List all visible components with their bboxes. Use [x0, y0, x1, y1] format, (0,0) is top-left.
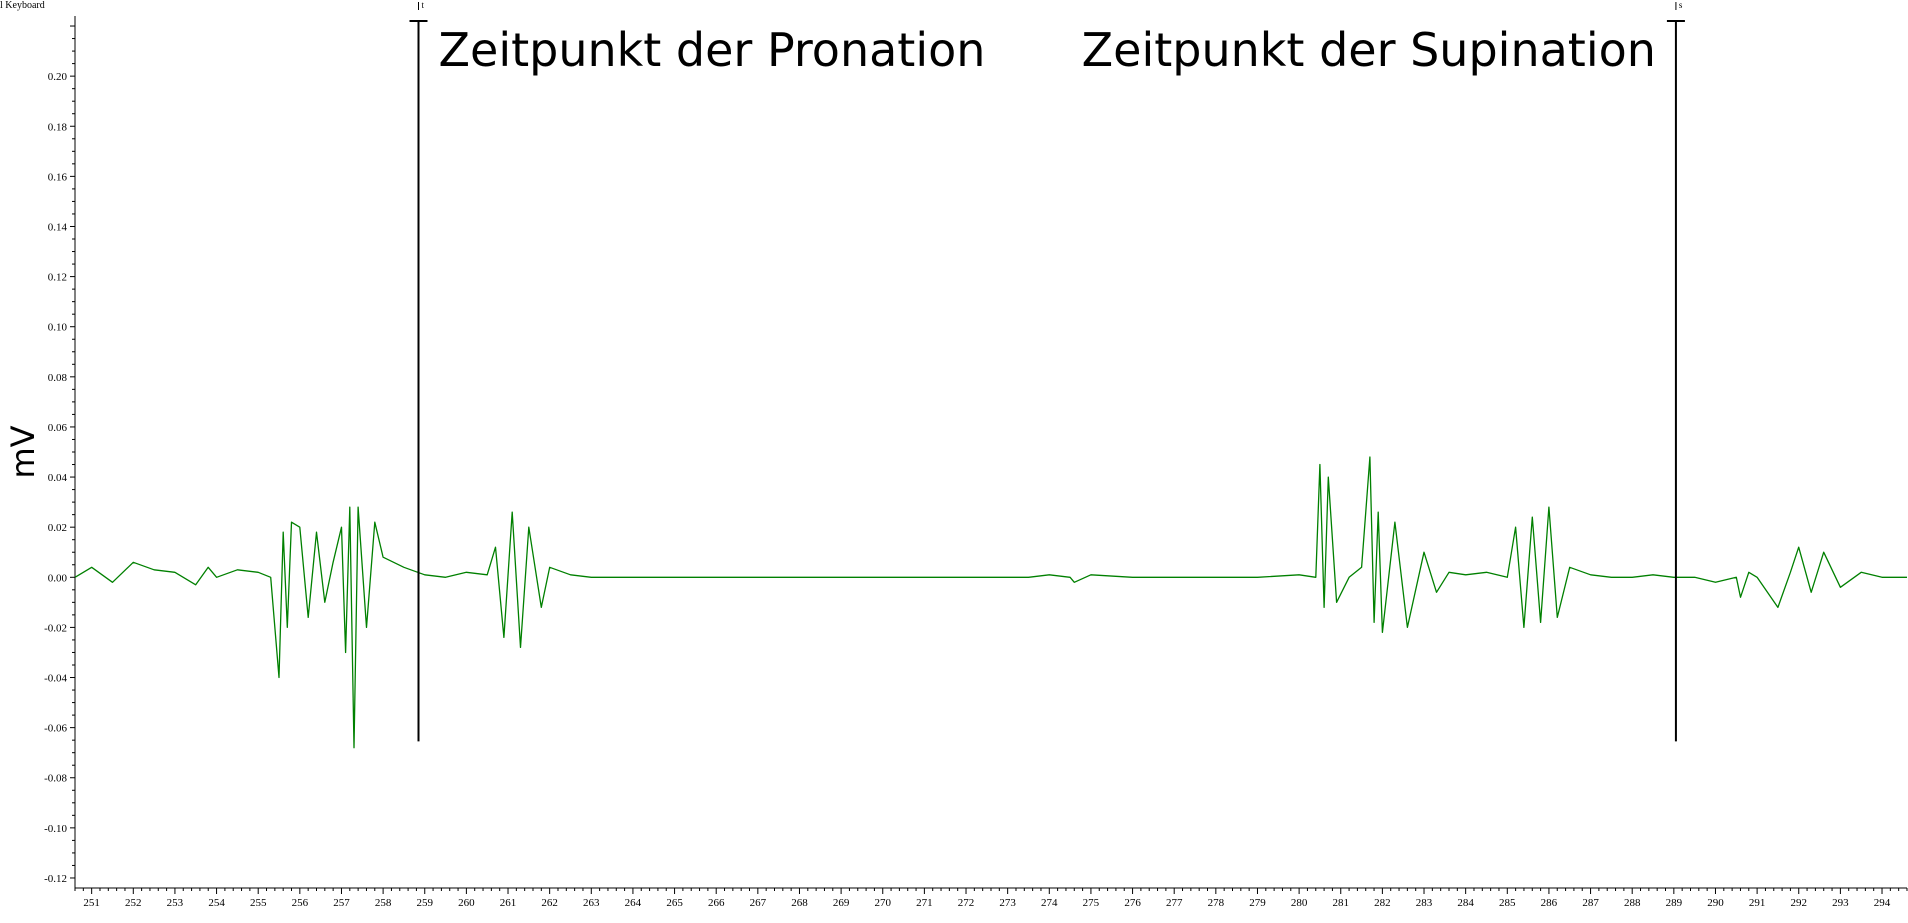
x-tick-label: 273 [999, 897, 1016, 909]
x-tick-label: 268 [791, 897, 808, 909]
x-tick-label: 284 [1457, 897, 1474, 909]
event-annotation: Zeitpunkt der Supination [1082, 23, 1656, 77]
y-tick-label: 0.02 [48, 522, 67, 534]
x-tick-label: 286 [1541, 897, 1558, 909]
x-tick-label: 293 [1832, 897, 1849, 909]
x-tick-label: 265 [666, 897, 683, 909]
x-tick-label: 251 [83, 897, 100, 909]
x-tick-label: 271 [916, 897, 933, 909]
x-tick-label: 280 [1291, 897, 1308, 909]
x-tick-label: 285 [1499, 897, 1516, 909]
x-tick-label: 281 [1332, 897, 1349, 909]
x-tick-label: 267 [750, 897, 767, 909]
x-tick-label: 263 [583, 897, 600, 909]
emg-signal-line [74, 456, 1907, 749]
y-tick-label: 0.06 [48, 422, 68, 434]
x-tick-label: 292 [1790, 897, 1807, 909]
x-tick-label: 261 [500, 897, 517, 909]
y-tick-label: 0.18 [48, 121, 68, 133]
x-tick-label: 294 [1874, 897, 1891, 909]
y-tick-label: -0.02 [44, 622, 67, 634]
x-tick-label: 290 [1707, 897, 1724, 909]
x-tick-label: 254 [208, 897, 225, 909]
x-tick-label: 274 [1041, 897, 1058, 909]
y-tick-label: 0.10 [48, 322, 68, 334]
y-axis-label: mV [4, 425, 42, 478]
event-annotation: Zeitpunkt der Pronation [439, 23, 986, 77]
y-tick-label: -0.10 [44, 823, 67, 835]
x-tick-label: 272 [958, 897, 975, 909]
y-tick-label: 0.12 [48, 272, 67, 284]
x-tick-label: 270 [874, 897, 891, 909]
x-tick-label: 269 [833, 897, 850, 909]
y-tick-label: 0.00 [48, 572, 68, 584]
x-tick-label: 291 [1749, 897, 1766, 909]
x-tick-label: 253 [167, 897, 184, 909]
y-tick-label: 0.04 [48, 472, 68, 484]
x-tick-label: 282 [1374, 897, 1391, 909]
y-tick-label: 0.08 [48, 372, 68, 384]
x-tick-label: 283 [1416, 897, 1433, 909]
x-tick-label: 266 [708, 897, 725, 909]
x-tick-label: 256 [292, 897, 309, 909]
x-tick-label: 252 [125, 897, 142, 909]
x-tick-label: 255 [250, 897, 267, 909]
event-marker-label: t [422, 0, 425, 10]
event-marker-label: s [1679, 0, 1683, 10]
y-tick-label: 0.20 [48, 71, 68, 83]
x-tick-label: 278 [1208, 897, 1225, 909]
x-tick-label: 287 [1582, 897, 1599, 909]
x-tick-label: 260 [458, 897, 475, 909]
y-tick-label: 0.14 [48, 221, 68, 233]
x-tick-label: 275 [1083, 897, 1100, 909]
y-tick-label: -0.06 [44, 723, 67, 735]
y-tick-label: -0.12 [44, 873, 67, 885]
x-tick-label: 276 [1124, 897, 1141, 909]
x-tick-label: 258 [375, 897, 392, 909]
x-tick-label: 259 [416, 897, 433, 909]
x-tick-label: 279 [1249, 897, 1266, 909]
channel-label: l Keyboard [0, 0, 45, 11]
y-tick-label: -0.08 [44, 773, 67, 785]
x-tick-label: 264 [625, 897, 642, 909]
x-tick-label: 262 [541, 897, 558, 909]
x-tick-label: 277 [1166, 897, 1183, 909]
y-tick-label: 0.16 [48, 171, 68, 183]
y-tick-label: -0.04 [44, 673, 67, 685]
x-tick-label: 288 [1624, 897, 1641, 909]
x-tick-label: 289 [1666, 897, 1683, 909]
x-tick-label: 257 [333, 897, 350, 909]
